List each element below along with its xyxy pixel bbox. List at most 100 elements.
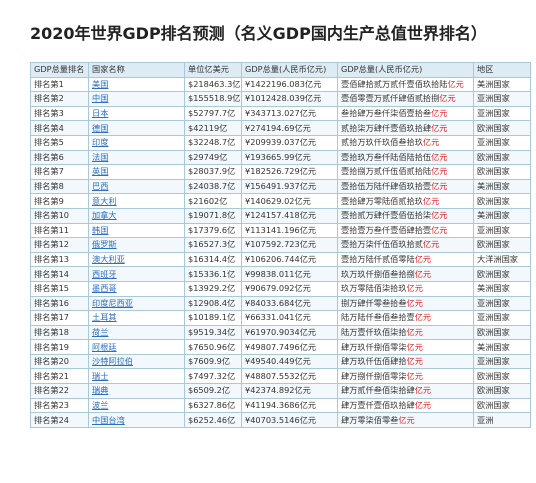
rmb-unit-text: 亿元: [431, 181, 448, 192]
country-link[interactable]: 中国台湾: [88, 412, 185, 428]
country-link[interactable]: 瑞士: [88, 368, 185, 385]
rmb-chinese-text: 叁拾肆万叁仟柒佰壹拾叁: [341, 108, 432, 119]
rmb-chinese-cell: 肆万捌仟捌佰零柒亿元: [337, 368, 474, 385]
rmb-chinese-cell: 肆万玖仟伍佰肆拾亿元: [337, 353, 474, 370]
rmb-chinese-text: 壹拾万陆仟贰佰零陆: [341, 254, 415, 265]
usd-cell: $42119亿: [184, 120, 242, 136]
rmb-unit-text: 亿元: [406, 341, 423, 352]
rmb-unit-text: 亿元: [414, 312, 432, 323]
rmb-chinese-text: 玖万零陆佰柒拾玖: [341, 283, 407, 294]
usd-cell: $13929.2亿: [184, 280, 242, 297]
rmb-unit-text: 亿元: [414, 399, 432, 410]
country-link[interactable]: 美国: [88, 76, 185, 93]
rmb-chinese-cell: 壹拾万柒仟伍佰玖拾贰亿元: [337, 237, 474, 253]
rmb-chinese-text: 壹拾万柒仟伍佰玖拾贰: [341, 239, 423, 250]
country-link[interactable]: 墨西哥: [88, 280, 185, 297]
table-row: 排名第22 瑞典 $6509.2亿 ¥42374.892亿元 肆万贰仟叁佰柒拾肆亿元 欧洲…: [30, 383, 531, 399]
rank-cell: 排名第5: [30, 134, 89, 151]
country-link[interactable]: 俄罗斯: [88, 237, 185, 253]
rank-cell: 排名第1: [30, 76, 89, 93]
rank-cell: 排名第24: [30, 412, 89, 428]
country-link[interactable]: 印度: [88, 134, 185, 151]
rmb-unit-text: 亿元: [431, 210, 448, 221]
country-link[interactable]: 澳大利亚: [88, 251, 185, 268]
country-link[interactable]: 法国: [88, 149, 185, 166]
table-row: 排名第13 澳大利亚 $16314.4亿 ¥106206.744亿元 壹拾万陆仟贰佰零陆…: [30, 251, 531, 268]
country-link[interactable]: 德国: [88, 120, 185, 136]
usd-cell: $16314.4亿: [184, 251, 242, 268]
region-cell: 美洲国家: [473, 207, 531, 224]
rmb-chinese-cell: 陆万陆仟叁佰叁拾壹亿元: [337, 310, 474, 326]
rmb-cell: ¥209939.037亿元: [241, 134, 338, 151]
region-cell: 美洲国家: [473, 339, 531, 355]
table-row: 排名第19 阿根廷 $7650.96亿 ¥49807.7496亿元 肆万玖仟捌佰零柒亿元…: [30, 339, 531, 355]
country-link[interactable]: 韩国: [88, 222, 185, 239]
usd-cell: $9519.34亿: [184, 324, 242, 341]
rmb-unit-text: 亿元: [398, 414, 415, 425]
rmb-chinese-text: 陆万陆仟叁佰叁拾壹: [341, 312, 415, 323]
table-row: 排名第17 土耳其 $10189.1亿 ¥66331.041亿元 陆万陆仟叁佰叁拾壹亿元…: [30, 310, 531, 326]
rmb-chinese-text: 壹拾捌万贰仟伍佰贰拾陆: [341, 166, 432, 177]
rmb-chinese-cell: 肆万零柒佰零叁亿元: [337, 412, 474, 428]
rmb-chinese-cell: 肆万贰仟叁佰柒拾肆亿元: [337, 383, 474, 399]
region-cell: 欧洲国家: [473, 149, 531, 166]
rank-cell: 排名第23: [30, 397, 89, 414]
rmb-chinese-cell: 壹拾肆万零陆佰贰拾玖亿元: [337, 193, 474, 209]
region-cell: 欧洲国家: [473, 324, 531, 341]
country-link[interactable]: 日本: [88, 105, 185, 122]
country-link[interactable]: 波兰: [88, 397, 185, 414]
usd-cell: $19071.8亿: [184, 207, 242, 224]
country-link[interactable]: 巴西: [88, 178, 185, 195]
usd-cell: $32248.7亿: [184, 134, 242, 151]
rmb-chinese-text: 肆万贰仟叁佰柒拾肆: [341, 385, 415, 396]
country-link[interactable]: 荷兰: [88, 324, 185, 341]
country-link[interactable]: 英国: [88, 164, 185, 180]
rmb-chinese-cell: 玖万玖仟捌佰叁拾捌亿元: [337, 266, 474, 282]
table-row: 排名第14 西班牙 $15336.1亿 ¥99838.011亿元 玖万玖仟捌佰叁拾捌亿元…: [30, 266, 531, 282]
rmb-unit-text: 亿元: [406, 370, 423, 381]
rank-cell: 排名第8: [30, 178, 89, 195]
usd-cell: $218463.3亿: [184, 76, 242, 93]
table-row: 排名第4 德国 $42119亿 ¥274194.69亿元 贰拾柒万肆仟壹佰玖拾肆亿元 欧洲…: [30, 120, 531, 136]
region-cell: 欧洲国家: [473, 120, 531, 136]
country-link[interactable]: 瑞典: [88, 383, 185, 399]
rank-cell: 排名第20: [30, 353, 89, 370]
country-link[interactable]: 沙特阿拉伯: [88, 353, 185, 370]
table-row: 排名第21 瑞士 $7497.32亿 ¥48807.5532亿元 肆万捌仟捌佰零柒亿元欧…: [30, 368, 531, 385]
rmb-unit-text: 亿元: [406, 326, 423, 337]
country-link[interactable]: 西班牙: [88, 266, 185, 282]
rmb-chinese-cell: 壹拾玖万叁仟陆佰陆拾伍亿元: [337, 149, 474, 166]
gdp-ranking-table: GDP总量排名 国家名称 单位亿美元 GDP总量(人民币亿元) GDP总量(人民…: [30, 62, 531, 428]
table-row: 排名第9 意大利 $21602亿 ¥140629.02亿元 壹拾肆万零陆佰贰拾玖亿元 欧洲…: [30, 193, 531, 209]
country-link[interactable]: 印度尼西亚: [88, 295, 185, 312]
rmb-cell: ¥61970.9034亿元: [241, 324, 338, 341]
country-link[interactable]: 意大利: [88, 193, 185, 209]
rank-cell: 排名第12: [30, 237, 89, 253]
rmb-unit-text: 亿元: [431, 108, 448, 119]
rmb-unit-text: 亿元: [422, 239, 440, 250]
table-row: 排名第20 沙特阿拉伯 $7609.9亿 ¥49540.449亿元 肆万玖仟伍佰肆拾亿元…: [30, 353, 531, 370]
region-cell: 美洲国家: [473, 280, 531, 297]
rmb-unit-text: 亿元: [414, 385, 432, 396]
rmb-chinese-cell: 壹佰零壹万贰仟肆佰贰拾捌亿元: [337, 91, 474, 107]
rmb-cell: ¥48807.5532亿元: [241, 368, 338, 385]
gdp-ranking-table-container: GDP总量排名 国家名称 单位亿美元 GDP总量(人民币亿元) GDP总量(人民…: [30, 62, 531, 428]
rmb-chinese-cell: 陆万壹仟玖佰柒拾亿元: [337, 324, 474, 341]
country-link[interactable]: 土耳其: [88, 310, 185, 326]
usd-cell: $15336.1亿: [184, 266, 242, 282]
rmb-chinese-cell: 贰拾柒万肆仟壹佰玖拾肆亿元: [337, 120, 474, 136]
rmb-chinese-cell: 玖万零陆佰柒拾玖亿元: [337, 280, 474, 297]
rmb-cell: ¥113141.196亿元: [241, 222, 338, 239]
rmb-unit-text: 亿元: [431, 224, 448, 235]
rank-cell: 排名第2: [30, 91, 89, 107]
rmb-cell: ¥193665.99亿元: [241, 149, 338, 166]
rmb-cell: ¥343713.027亿元: [241, 105, 338, 122]
rmb-chinese-text: 玖万玖仟捌佰叁拾捌: [341, 268, 415, 279]
country-link[interactable]: 中国: [88, 91, 185, 107]
country-link[interactable]: 阿根廷: [88, 339, 185, 355]
rmb-chinese-text: 肆万壹仟壹佰玖拾肆: [341, 399, 415, 410]
rmb-unit-text: 亿元: [431, 122, 448, 133]
rank-cell: 排名第19: [30, 339, 89, 355]
country-link[interactable]: 加拿大: [88, 207, 185, 224]
region-cell: 亚洲国家: [473, 105, 531, 122]
